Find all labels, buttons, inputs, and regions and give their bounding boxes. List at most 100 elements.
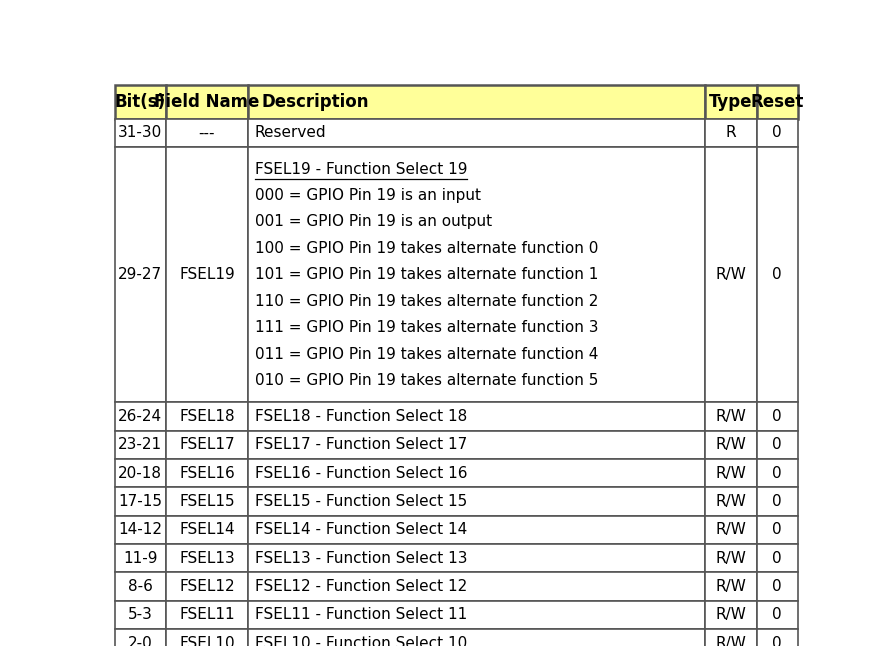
Text: R/W: R/W xyxy=(716,267,747,282)
Bar xyxy=(115,459,166,487)
Text: FSEL15: FSEL15 xyxy=(179,494,235,509)
Bar xyxy=(115,544,166,572)
Text: 001 = GPIO Pin 19 is an output: 001 = GPIO Pin 19 is an output xyxy=(255,214,492,229)
Bar xyxy=(166,629,247,646)
Bar xyxy=(166,431,247,459)
Bar xyxy=(115,402,166,431)
Bar xyxy=(706,85,756,119)
Text: FSEL16: FSEL16 xyxy=(179,466,235,481)
Text: 31-30: 31-30 xyxy=(118,125,163,140)
Text: 000 = GPIO Pin 19 is an input: 000 = GPIO Pin 19 is an input xyxy=(255,188,481,203)
Bar xyxy=(166,487,247,516)
Text: Description: Description xyxy=(262,93,369,111)
Text: 0: 0 xyxy=(773,636,782,646)
Bar xyxy=(247,431,706,459)
Bar xyxy=(247,487,706,516)
Bar xyxy=(706,487,756,516)
Bar xyxy=(166,402,247,431)
Bar xyxy=(115,119,166,147)
Text: FSEL12 - Function Select 12: FSEL12 - Function Select 12 xyxy=(255,579,467,594)
Text: 20-18: 20-18 xyxy=(118,466,162,481)
Bar xyxy=(166,147,247,402)
Text: FSEL15 - Function Select 15: FSEL15 - Function Select 15 xyxy=(255,494,467,509)
Bar xyxy=(756,119,797,147)
Text: R/W: R/W xyxy=(716,437,747,452)
Text: R/W: R/W xyxy=(716,466,747,481)
Bar xyxy=(706,572,756,601)
Bar xyxy=(706,544,756,572)
Text: FSEL13 - Function Select 13: FSEL13 - Function Select 13 xyxy=(255,551,467,566)
Text: FSEL14: FSEL14 xyxy=(179,523,235,537)
Bar xyxy=(247,119,706,147)
Bar xyxy=(115,431,166,459)
Bar xyxy=(756,601,797,629)
Text: 0: 0 xyxy=(773,466,782,481)
Bar xyxy=(166,85,247,119)
Text: R/W: R/W xyxy=(716,579,747,594)
Bar xyxy=(247,629,706,646)
Bar xyxy=(247,544,706,572)
Text: 0: 0 xyxy=(773,437,782,452)
Text: 111 = GPIO Pin 19 takes alternate function 3: 111 = GPIO Pin 19 takes alternate functi… xyxy=(255,320,598,335)
Text: R: R xyxy=(725,125,736,140)
Text: FSEL13: FSEL13 xyxy=(179,551,235,566)
Text: 0: 0 xyxy=(773,494,782,509)
Text: 0: 0 xyxy=(773,551,782,566)
Text: 17-15: 17-15 xyxy=(118,494,162,509)
Text: 23-21: 23-21 xyxy=(118,437,162,452)
Text: Reset: Reset xyxy=(750,93,804,111)
Bar xyxy=(706,601,756,629)
Text: Reserved: Reserved xyxy=(255,125,327,140)
Bar xyxy=(166,119,247,147)
Text: 2-0: 2-0 xyxy=(128,636,153,646)
Text: FSEL17 - Function Select 17: FSEL17 - Function Select 17 xyxy=(255,437,467,452)
Text: R/W: R/W xyxy=(716,551,747,566)
Text: 0: 0 xyxy=(773,607,782,623)
Text: 8-6: 8-6 xyxy=(128,579,153,594)
Bar xyxy=(247,147,706,402)
Text: FSEL16 - Function Select 16: FSEL16 - Function Select 16 xyxy=(255,466,467,481)
Bar xyxy=(706,119,756,147)
Bar xyxy=(115,572,166,601)
Text: 011 = GPIO Pin 19 takes alternate function 4: 011 = GPIO Pin 19 takes alternate functi… xyxy=(255,346,598,362)
Bar xyxy=(756,572,797,601)
Bar xyxy=(706,431,756,459)
Bar xyxy=(756,147,797,402)
Text: FSEL19: FSEL19 xyxy=(179,267,235,282)
Bar xyxy=(756,431,797,459)
Text: 100 = GPIO Pin 19 takes alternate function 0: 100 = GPIO Pin 19 takes alternate functi… xyxy=(255,241,598,256)
Text: FSEL11: FSEL11 xyxy=(179,607,235,623)
Text: 0: 0 xyxy=(773,579,782,594)
Text: 26-24: 26-24 xyxy=(118,409,162,424)
Bar xyxy=(756,402,797,431)
Bar xyxy=(115,629,166,646)
Bar xyxy=(115,85,166,119)
Bar xyxy=(166,516,247,544)
Text: FSEL10: FSEL10 xyxy=(179,636,235,646)
Text: 0: 0 xyxy=(773,267,782,282)
Bar xyxy=(756,487,797,516)
Bar xyxy=(166,544,247,572)
Text: R/W: R/W xyxy=(716,607,747,623)
Text: 0: 0 xyxy=(773,125,782,140)
Text: FSEL14 - Function Select 14: FSEL14 - Function Select 14 xyxy=(255,523,467,537)
Text: 0: 0 xyxy=(773,523,782,537)
Bar xyxy=(756,85,797,119)
Text: FSEL17: FSEL17 xyxy=(179,437,235,452)
Text: FSEL10 - Function Select 10: FSEL10 - Function Select 10 xyxy=(255,636,467,646)
Text: Bit(s): Bit(s) xyxy=(115,93,166,111)
Bar xyxy=(247,459,706,487)
Bar xyxy=(756,629,797,646)
Text: 11-9: 11-9 xyxy=(123,551,158,566)
Bar xyxy=(247,402,706,431)
Bar xyxy=(115,487,166,516)
Text: R/W: R/W xyxy=(716,636,747,646)
Text: 0: 0 xyxy=(773,409,782,424)
Bar xyxy=(706,147,756,402)
Bar xyxy=(166,572,247,601)
Bar xyxy=(756,459,797,487)
Bar xyxy=(166,459,247,487)
Bar xyxy=(166,601,247,629)
Text: 5-3: 5-3 xyxy=(128,607,153,623)
Bar xyxy=(706,629,756,646)
